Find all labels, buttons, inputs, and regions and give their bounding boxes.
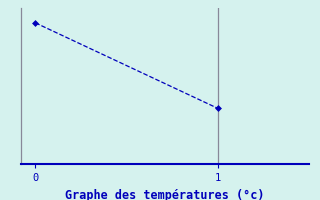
- X-axis label: Graphe des températures (°c): Graphe des températures (°c): [65, 189, 265, 200]
